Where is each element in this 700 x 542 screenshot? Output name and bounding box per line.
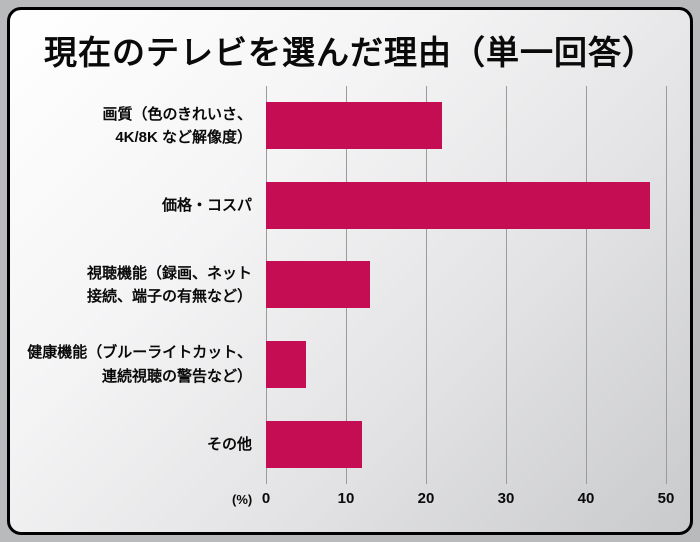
bar-chart: 画質（色のきれいさ、 4K/8K など解像度） 価格・コスパ視聴機能（録画、ネット… <box>10 84 690 514</box>
category-label: その他 <box>206 435 252 453</box>
bar <box>266 261 370 309</box>
x-tick-label: 50 <box>657 490 675 507</box>
x-tick-label: 0 <box>261 490 271 507</box>
x-tick-label: 20 <box>417 490 435 507</box>
bar-row <box>266 166 666 246</box>
category-label: 画質（色のきれいさ、 4K/8K など解像度） <box>102 105 252 146</box>
bar-row <box>266 86 666 166</box>
x-axis: (%) 0 10 20 30 40 50 <box>232 484 674 514</box>
chart-title: 現在のテレビを選んだ理由（単一回答） <box>44 34 656 71</box>
category-label: 価格・コスパ <box>161 196 252 214</box>
x-tick-label: 30 <box>497 490 515 507</box>
x-tick-label: 10 <box>337 490 355 507</box>
category-labels: 画質（色のきれいさ、 4K/8K など解像度） 価格・コスパ視聴機能（録画、ネット… <box>18 86 266 484</box>
bar <box>266 420 362 468</box>
bar-rows <box>266 86 666 484</box>
category-label: 健康機能（ブルーライトカット、 連続視聴の警告など） <box>27 344 252 385</box>
bar-row <box>266 245 666 325</box>
bar-row <box>266 404 666 484</box>
chart-card: 現在のテレビを選んだ理由（単一回答） 画質（色のきれいさ、 4K/8K など解像… <box>7 7 693 535</box>
bar <box>266 181 650 229</box>
gridline <box>666 86 667 484</box>
bar-row <box>266 325 666 405</box>
bar <box>266 102 442 150</box>
bar <box>266 341 306 389</box>
chart-body: 画質（色のきれいさ、 4K/8K など解像度） 価格・コスパ視聴機能（録画、ネット… <box>18 86 667 484</box>
unit-label: (%) <box>232 492 253 507</box>
gridline <box>426 86 427 484</box>
plot-area <box>266 86 667 484</box>
category-label: 視聴機能（録画、ネット 接続、端子の有無など） <box>86 264 252 305</box>
x-tick-label: 40 <box>577 490 595 507</box>
gridline <box>586 86 587 484</box>
gridline <box>506 86 507 484</box>
